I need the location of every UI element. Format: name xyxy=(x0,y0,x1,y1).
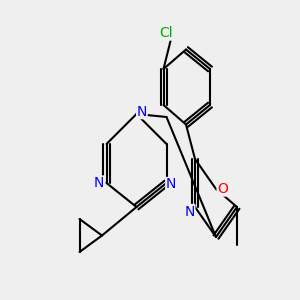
Text: N: N xyxy=(166,178,176,191)
Text: Cl: Cl xyxy=(160,26,173,40)
Text: O: O xyxy=(217,182,228,196)
Text: N: N xyxy=(184,205,195,218)
Text: N: N xyxy=(137,105,147,118)
Text: N: N xyxy=(94,176,104,190)
